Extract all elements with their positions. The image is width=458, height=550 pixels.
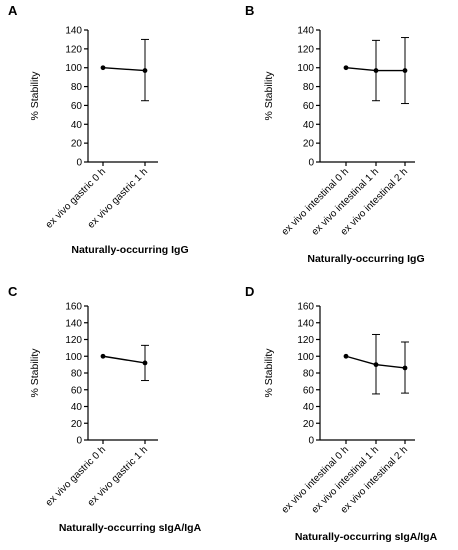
y-tick-label: 160 xyxy=(65,302,82,313)
y-tick-label: 80 xyxy=(71,82,83,93)
y-axis-title: % Stability xyxy=(263,348,275,398)
y-tick-label: 100 xyxy=(297,63,314,74)
y-tick-label: 60 xyxy=(303,385,315,396)
x-axis-title: Naturally-occurring sIgA/IgA xyxy=(295,531,438,543)
y-tick-label: 160 xyxy=(297,302,314,313)
data-point xyxy=(343,65,349,71)
y-tick-label: 60 xyxy=(71,385,83,396)
data-point xyxy=(343,353,349,359)
y-tick-label: 100 xyxy=(65,63,82,74)
y-tick-label: 120 xyxy=(65,335,82,346)
y-tick-label: 40 xyxy=(303,120,315,131)
data-point xyxy=(100,65,106,71)
y-tick-label: 140 xyxy=(297,318,314,329)
x-axis-title: Naturally-occurring IgG xyxy=(71,244,188,256)
y-tick-label: 80 xyxy=(303,82,315,93)
panel-letter: B xyxy=(245,3,254,18)
y-tick-label: 40 xyxy=(71,120,83,131)
series-line xyxy=(102,67,146,72)
panel-letter: C xyxy=(8,284,18,299)
y-tick-label: 120 xyxy=(297,335,314,346)
y-tick-label: 120 xyxy=(65,44,82,55)
y-tick-label: 20 xyxy=(71,419,83,430)
y-tick-label: 0 xyxy=(76,158,82,169)
y-tick-label: 60 xyxy=(303,101,315,112)
x-axis-title: Naturally-occurring IgG xyxy=(307,253,424,265)
y-tick-label: 140 xyxy=(65,26,82,37)
y-tick-label: 0 xyxy=(308,158,314,169)
data-point xyxy=(100,353,106,359)
y-tick-label: 20 xyxy=(71,139,83,150)
y-tick-label: 20 xyxy=(303,419,315,430)
data-point xyxy=(373,362,379,368)
data-point xyxy=(373,68,379,73)
data-point xyxy=(142,360,148,366)
y-tick-label: 0 xyxy=(308,436,314,447)
y-axis-title: % Stability xyxy=(263,71,275,121)
series-line xyxy=(102,355,146,364)
y-tick-label: 60 xyxy=(71,101,83,112)
x-axis-title: Naturally-occurring sIgA/IgA xyxy=(59,522,202,534)
y-tick-label: 40 xyxy=(303,402,315,413)
y-tick-label: 40 xyxy=(71,402,83,413)
y-tick-label: 0 xyxy=(76,436,82,447)
data-point xyxy=(402,365,408,371)
y-tick-label: 140 xyxy=(65,318,82,329)
y-tick-label: 140 xyxy=(297,26,314,37)
y-tick-label: 20 xyxy=(303,139,315,150)
y-axis-title: % Stability xyxy=(29,71,41,121)
y-tick-label: 80 xyxy=(71,369,83,380)
y-tick-label: 100 xyxy=(297,352,314,363)
y-tick-label: 80 xyxy=(303,369,315,380)
panel-letter: D xyxy=(245,284,254,299)
data-point xyxy=(402,68,408,73)
data-point xyxy=(142,68,148,73)
y-tick-label: 120 xyxy=(297,44,314,55)
y-axis-title: % Stability xyxy=(29,348,41,398)
panel-letter: A xyxy=(8,3,18,18)
y-tick-label: 100 xyxy=(65,352,82,363)
